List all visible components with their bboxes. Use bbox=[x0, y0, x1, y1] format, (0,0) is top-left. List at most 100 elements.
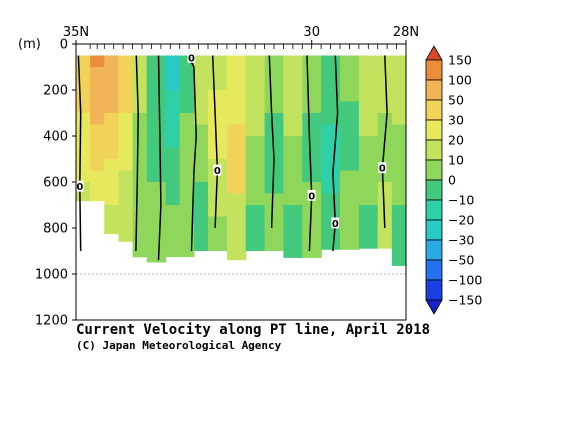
velocity-cell bbox=[193, 55, 209, 125]
contour-label-bg bbox=[331, 217, 340, 229]
velocity-cell bbox=[391, 124, 406, 205]
colorbar-label: −10 bbox=[448, 193, 474, 208]
velocity-cell bbox=[208, 90, 228, 159]
contour-label: 0 bbox=[379, 164, 386, 175]
velocity-cell bbox=[321, 193, 341, 250]
velocity-cell bbox=[193, 182, 209, 251]
zero-contour bbox=[381, 55, 388, 229]
velocity-cell bbox=[208, 55, 228, 90]
zero-contour bbox=[306, 55, 313, 252]
colorbar-label: −50 bbox=[448, 253, 474, 268]
zero-contour bbox=[211, 55, 219, 229]
y-tick-label: 400 bbox=[43, 130, 68, 145]
contour-label-bg bbox=[307, 189, 316, 201]
velocity-cell bbox=[179, 55, 195, 113]
velocity-cell bbox=[340, 55, 360, 102]
velocity-cell bbox=[377, 55, 393, 113]
velocity-cell bbox=[358, 205, 379, 249]
velocity-cell bbox=[132, 55, 148, 113]
velocity-cell bbox=[283, 205, 303, 258]
colorbar-swatch bbox=[425, 239, 443, 261]
velocity-cell bbox=[302, 113, 322, 182]
colorbar-swatch bbox=[425, 159, 443, 181]
contour-label: 0 bbox=[308, 191, 315, 202]
colorbar-swatch bbox=[425, 259, 443, 281]
velocity-cell bbox=[90, 124, 105, 171]
contour-label-bg bbox=[76, 180, 84, 192]
chart-title: Current Velocity along PT line, April 20… bbox=[76, 322, 430, 338]
velocity-cell bbox=[264, 55, 285, 113]
colorbar-cap bbox=[425, 45, 443, 61]
velocity-cell bbox=[146, 55, 167, 90]
contour-label: 0 bbox=[332, 219, 339, 230]
velocity-cell bbox=[245, 136, 266, 205]
colorbar-label: 0 bbox=[448, 173, 456, 188]
x-tick-label: 28N bbox=[393, 25, 419, 40]
velocity-cell bbox=[132, 113, 148, 258]
velocity-cell bbox=[104, 205, 119, 235]
y-tick-label: 800 bbox=[43, 222, 68, 237]
velocity-cell bbox=[76, 113, 91, 182]
colorbar-swatch bbox=[425, 139, 443, 161]
contour-label: 0 bbox=[76, 182, 83, 193]
contour-label: 0 bbox=[214, 166, 221, 177]
y-axis-ticks: 0 200 400 600 800 1000 1200 bbox=[35, 38, 76, 329]
zero-contour bbox=[135, 55, 139, 252]
colorbar-swatch bbox=[425, 99, 443, 121]
colorbar-label: 100 bbox=[448, 73, 472, 88]
velocity-cell bbox=[208, 216, 228, 251]
contour-label-bg bbox=[213, 164, 222, 176]
zero-contour bbox=[157, 55, 162, 261]
contour-label: 0 bbox=[188, 53, 195, 64]
velocity-cell bbox=[104, 159, 119, 205]
velocity-cell bbox=[321, 124, 341, 194]
velocity-cell bbox=[340, 170, 360, 250]
colorbar-label: 20 bbox=[448, 133, 464, 148]
velocity-cell bbox=[391, 205, 406, 266]
velocity-field bbox=[76, 55, 406, 266]
y-tick-label: 1200 bbox=[35, 314, 68, 329]
velocity-cell bbox=[165, 147, 181, 205]
velocity-cell bbox=[104, 55, 119, 113]
velocity-cell bbox=[226, 55, 247, 125]
velocity-cell bbox=[208, 159, 228, 217]
velocity-cell bbox=[226, 193, 247, 261]
colorbar-label: 150 bbox=[448, 53, 472, 68]
velocity-cell bbox=[179, 113, 195, 258]
zero-contours: 0 0 0 0 0 0 bbox=[76, 51, 388, 261]
velocity-cell bbox=[118, 170, 134, 242]
velocity-cell bbox=[377, 182, 393, 249]
velocity-cell bbox=[391, 55, 406, 125]
colorbar-swatch bbox=[425, 59, 443, 81]
velocity-cell bbox=[302, 182, 322, 258]
colorbar-label: −30 bbox=[448, 233, 474, 248]
velocity-cell bbox=[104, 113, 119, 159]
colorbar-label: −100 bbox=[448, 273, 482, 288]
zero-contour bbox=[332, 55, 339, 252]
velocity-cell bbox=[340, 101, 360, 171]
zero-contour bbox=[268, 55, 275, 229]
colorbar-swatch bbox=[425, 119, 443, 141]
velocity-cell bbox=[118, 55, 134, 113]
velocity-cell bbox=[226, 124, 247, 194]
colorbar-label: −20 bbox=[448, 213, 474, 228]
y-tick-label: 1000 bbox=[35, 268, 68, 283]
velocity-cell bbox=[146, 182, 167, 263]
colorbar-swatch bbox=[425, 79, 443, 101]
velocity-cell bbox=[245, 55, 266, 136]
colorbar-swatch bbox=[425, 219, 443, 241]
zero-contour bbox=[77, 55, 82, 252]
y-tick-label: 0 bbox=[60, 38, 68, 53]
velocity-cell bbox=[264, 193, 285, 251]
y-tick-label: 200 bbox=[43, 84, 68, 99]
velocity-cell bbox=[283, 55, 303, 136]
colorbar-label: 10 bbox=[448, 153, 464, 168]
velocity-cell bbox=[90, 170, 105, 202]
colorbar-label: 30 bbox=[448, 113, 464, 128]
colorbar-swatch bbox=[425, 199, 443, 221]
velocity-cell bbox=[165, 55, 181, 90]
contour-label-bg bbox=[187, 51, 196, 63]
x-tick-label: 35N bbox=[63, 25, 89, 40]
velocity-cell bbox=[90, 55, 105, 67]
